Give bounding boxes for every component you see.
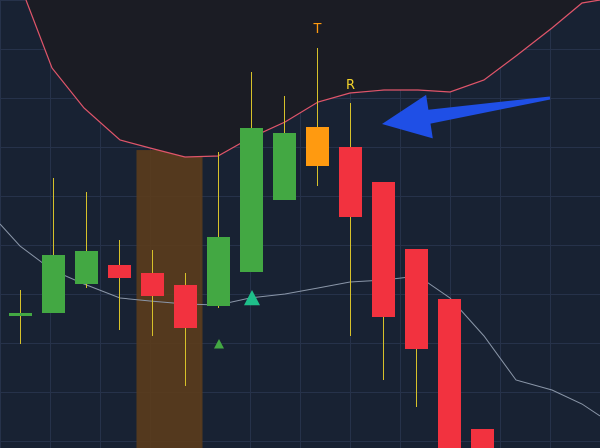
candle: [108, 240, 131, 330]
candle: [174, 273, 197, 386]
candle-body: [75, 251, 98, 284]
candle-body: [306, 127, 329, 166]
candle: [438, 299, 461, 448]
annotation-label-r: R: [346, 78, 355, 93]
candle-body: [42, 255, 65, 313]
arrow-layer: [382, 94, 551, 139]
candle-body: [174, 285, 197, 328]
candle-body: [273, 133, 296, 200]
lower-line-layer: [0, 223, 600, 417]
candle: [405, 249, 428, 407]
annotation-labels-layer: TR: [313, 22, 356, 93]
candle-body: [471, 429, 494, 448]
candle: [207, 152, 230, 308]
candle-body: [207, 237, 230, 306]
candle-body: [240, 128, 263, 272]
candle: [42, 178, 65, 313]
candle-body: [438, 299, 461, 448]
candle-body: [141, 273, 164, 296]
upper-band-fill: [0, 0, 600, 157]
candle: [339, 103, 362, 336]
markers-layer: [214, 290, 260, 349]
signal-triangle-marker: [214, 339, 224, 349]
signal-triangle-marker: [244, 290, 260, 306]
candle: [240, 72, 263, 272]
candle-body: [339, 147, 362, 217]
candle: [141, 250, 164, 336]
candle: [306, 48, 329, 186]
annotation-label-t: T: [313, 22, 322, 37]
candle-body: [9, 313, 32, 316]
candle-body: [372, 182, 395, 317]
candle: [273, 96, 296, 200]
candle: [9, 290, 32, 344]
candle: [471, 429, 494, 448]
candle: [372, 182, 395, 380]
candle-body: [108, 265, 131, 278]
candle-body: [405, 249, 428, 349]
candles-layer: [9, 48, 494, 448]
candle: [75, 192, 98, 288]
pointer-arrow: [382, 94, 551, 139]
lower-line: [0, 223, 600, 417]
